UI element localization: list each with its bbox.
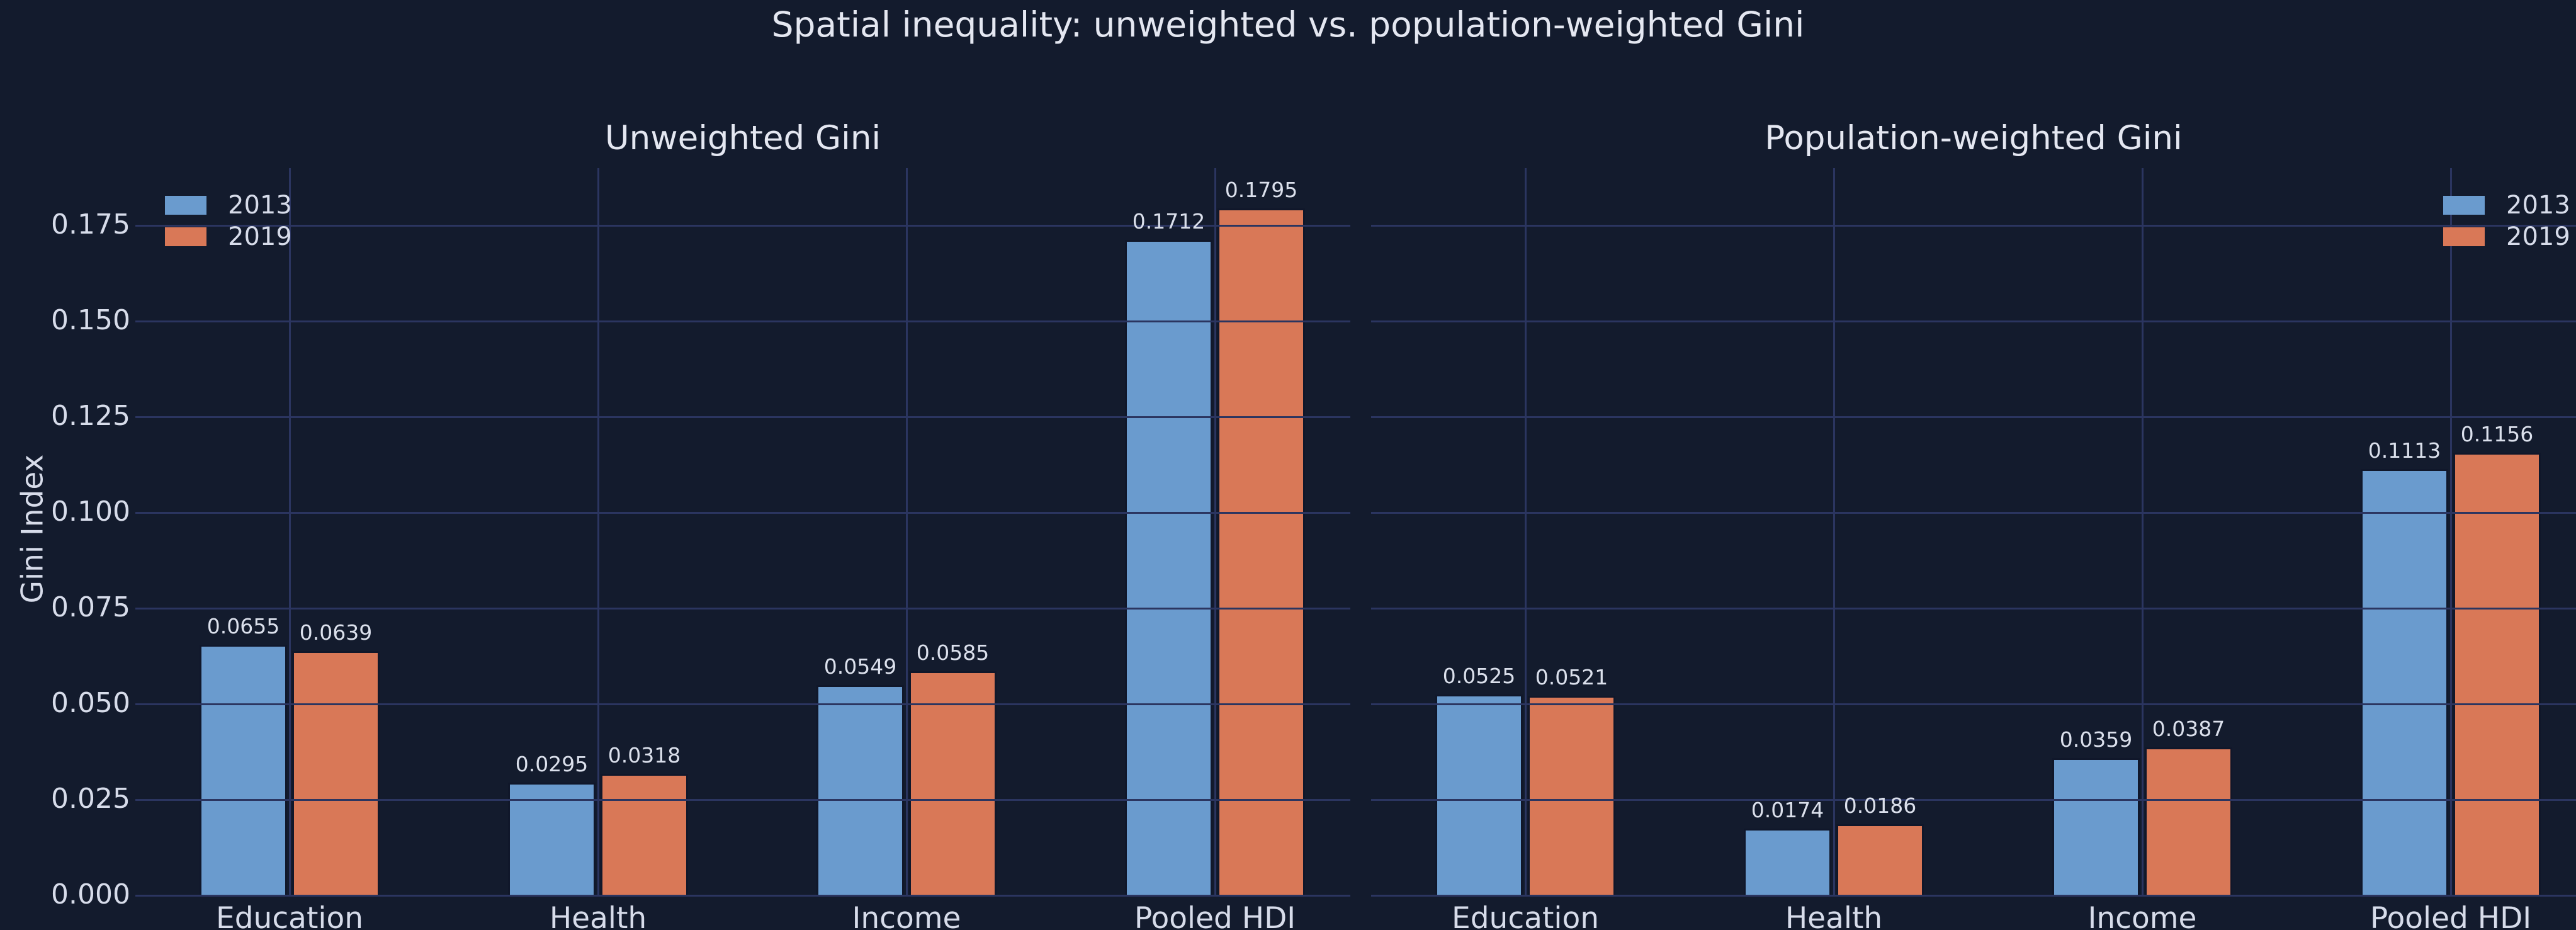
y-gridline: [135, 703, 1350, 705]
y-gridline: [1371, 798, 2576, 801]
x-tick-label-income: Income: [2087, 901, 2197, 930]
legend-swatch-2019: [165, 227, 206, 246]
axes-unweighted-gini: Unweighted Gini 0.0655 0.0639 Education 0.0…: [135, 120, 1350, 930]
y-tick-label-0.100: 0.100: [51, 496, 130, 528]
legend-row-2019: 2019: [165, 223, 292, 251]
y-gridline: [135, 224, 1350, 227]
y-gridline: [1371, 894, 2576, 897]
bar-2019-income: [909, 671, 997, 895]
bar-value-label: 0.0585: [916, 640, 990, 666]
bar-2019-education: [1528, 696, 1615, 895]
x-gridline: [288, 168, 291, 895]
y-gridline: [1371, 703, 2576, 705]
x-tick-label-education: Education: [216, 901, 363, 930]
bar-2019-health: [601, 773, 688, 895]
bar-value-label: 0.1156: [2460, 422, 2534, 447]
bar-value-label: 0.0655: [206, 613, 280, 638]
x-gridline: [905, 168, 908, 895]
bar-2013-income: [2052, 757, 2140, 895]
bar-value-label: 0.0525: [1442, 663, 1516, 688]
x-tick-label-pooled-hdi: Pooled HDI: [1134, 901, 1296, 930]
legend-swatch-2013: [165, 196, 206, 215]
bar-2019-income: [2145, 747, 2232, 895]
chart-suptitle: Spatial inequality: unweighted vs. popul…: [771, 4, 1805, 45]
bar-value-label: 0.0387: [2152, 716, 2225, 741]
x-gridline: [1214, 168, 1216, 895]
y-gridline: [1371, 320, 2576, 322]
y-gridline: [135, 607, 1350, 610]
y-gridline: [1371, 416, 2576, 418]
x-gridline: [2141, 168, 2144, 895]
y-gridline: [1371, 607, 2576, 610]
bar-value-label: 0.1712: [1132, 209, 1206, 234]
x-tick-label-health: Health: [549, 901, 647, 930]
y-gridline: [135, 894, 1350, 897]
legend-label-2019: 2019: [228, 222, 292, 251]
bar-2013-education: [200, 644, 287, 895]
bar-value-label: 0.0186: [1843, 793, 1917, 818]
y-tick-label-0.150: 0.150: [51, 304, 130, 337]
bar-value-label: 0.0549: [823, 654, 897, 679]
legend-label-2013: 2013: [2506, 191, 2570, 220]
bar-2013-pooled-hdi: [2361, 469, 2448, 895]
bar-2013-education: [1435, 694, 1523, 895]
bar-value-label: 0.0521: [1535, 665, 1608, 690]
legend-row-2013: 2013: [2443, 191, 2570, 219]
x-gridline: [2449, 168, 2452, 895]
legend-label-2013: 2013: [228, 191, 292, 220]
x-tick-label-income: Income: [852, 901, 961, 930]
bar-2019-pooled-hdi: [1217, 208, 1305, 895]
bar-2019-pooled-hdi: [2453, 453, 2541, 895]
y-tick-label-0.000: 0.000: [51, 878, 130, 910]
bar-2013-health: [1744, 829, 1831, 895]
x-gridline: [1524, 168, 1527, 895]
y-tick-label-0.025: 0.025: [51, 783, 130, 815]
bar-value-label: 0.0639: [299, 620, 373, 645]
y-gridline: [135, 416, 1350, 418]
subplot-title-unweighted: Unweighted Gini: [604, 119, 881, 157]
bar-2019-education: [292, 650, 380, 895]
y-gridline: [1371, 224, 2576, 227]
x-tick-label-education: Education: [1452, 901, 1599, 930]
y-gridline: [135, 798, 1350, 801]
bar-value-label: 0.0295: [515, 751, 589, 776]
bar-value-label: 0.0318: [607, 742, 681, 768]
legend-row-2013: 2013: [165, 191, 292, 219]
legend-row-2019: 2019: [2443, 223, 2570, 251]
y-tick-label-0.050: 0.050: [51, 687, 130, 720]
axes-population-weighted-gini: Population-weighted Gini 0.0525 0.0521 Edu…: [1371, 120, 2576, 930]
bar-2013-health: [508, 782, 596, 895]
x-gridline: [1833, 168, 1835, 895]
x-gridline: [597, 168, 599, 895]
y-gridline: [135, 320, 1350, 322]
bar-2013-income: [816, 685, 904, 895]
y-axis-label: Gini Index: [15, 454, 50, 604]
subplot-title-population-weighted: Population-weighted Gini: [1765, 119, 2183, 157]
bar-value-label: 0.1113: [2368, 438, 2441, 463]
x-tick-label-health: Health: [1785, 901, 1883, 930]
y-gridline: [135, 511, 1350, 514]
legend-label-2019: 2019: [2506, 222, 2570, 251]
x-tick-label-pooled-hdi: Pooled HDI: [2370, 901, 2532, 930]
bar-2013-pooled-hdi: [1125, 240, 1212, 895]
y-tick-label-0.175: 0.175: [51, 208, 130, 241]
bar-value-label: 0.0174: [1751, 798, 1824, 823]
y-tick-label-0.125: 0.125: [51, 400, 130, 433]
y-tick-label-0.075: 0.075: [51, 591, 130, 624]
bar-2019-health: [1836, 824, 1924, 895]
bar-value-label: 0.1795: [1224, 177, 1298, 202]
bar-value-label: 0.0359: [2059, 727, 2133, 752]
y-gridline: [1371, 511, 2576, 514]
